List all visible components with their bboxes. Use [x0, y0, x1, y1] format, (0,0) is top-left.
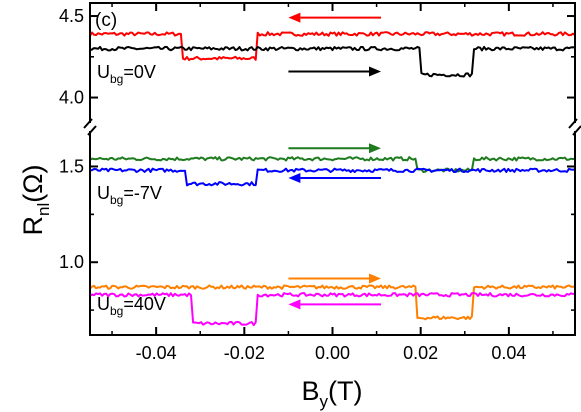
axis-break-slash-1-b: [572, 125, 581, 136]
series-line-1-0: [89, 156, 576, 173]
x-tick-label-2: 0.00: [315, 343, 350, 363]
axis-break-slash-0-a: [83, 118, 93, 129]
series-line-0-1: [89, 45, 576, 78]
sweep-arrowhead-2-0: [369, 273, 381, 284]
series-line-2-1: [89, 292, 576, 327]
series-line-0-0: [89, 31, 576, 61]
sweep-arrowhead-1-0: [369, 143, 381, 154]
series-line-1-1: [89, 167, 576, 187]
y-axis-label-unit: (Ω): [18, 165, 48, 203]
axis-layer: -0.04 -0.02 0.00 0.02 0.04 4.5 4.0 1.5 1.0: [59, 3, 581, 363]
y-tick-label-lower-1: 1.0: [59, 252, 84, 272]
group-label-sub: bg: [110, 193, 123, 207]
group-label-sub: bg: [110, 304, 123, 318]
sweep-arrowhead-2-1: [288, 299, 301, 310]
axis-break-gap-0: [86, 123, 94, 131]
series-line-2-0: [89, 284, 576, 321]
x-axis-label-main: B: [302, 376, 320, 406]
group-label-rest: =0V: [123, 62, 156, 82]
x-tick-label-3: 0.02: [403, 343, 438, 363]
sweep-arrowhead-1-1: [288, 172, 301, 183]
group-label-main: U: [97, 294, 110, 314]
x-axis-label-sub: y: [320, 392, 329, 411]
group-label-main: U: [97, 183, 110, 203]
y-axis-label-main: R: [18, 216, 48, 236]
x-tick-label-1: -0.02: [224, 343, 265, 363]
y-tick-label-upper-0: 4.5: [59, 6, 84, 26]
panel-label: (c): [95, 10, 117, 31]
axis-break-slash-0-b: [87, 125, 97, 136]
sweep-arrowhead-0-1: [369, 66, 381, 77]
x-axis-label-unit: (T): [328, 376, 362, 406]
group-label-rest: =-7V: [123, 183, 162, 203]
axis-break-slash-1-a: [568, 118, 578, 129]
y-axis-label: Rnl(Ω): [18, 165, 53, 236]
data-layer: [89, 12, 576, 327]
group-label-sub: bg: [110, 72, 123, 86]
y-tick-label-lower-0: 1.5: [59, 156, 84, 176]
group-label-0: Ubg=0V: [97, 62, 156, 86]
x-tick-label-0: -0.04: [136, 343, 177, 363]
axis-break-gap-1: [571, 123, 579, 131]
y-tick-label-upper-1: 4.0: [59, 88, 84, 108]
group-label-main: U: [97, 62, 110, 82]
group-label-rest: =40V: [123, 294, 166, 314]
x-tick-label-4: 0.04: [491, 343, 526, 363]
group-label-1: Ubg=-7V: [97, 183, 162, 207]
x-axis-label: By(T): [302, 376, 363, 411]
group-label-2: Ubg=40V: [97, 294, 166, 318]
sweep-arrowhead-0-0: [288, 12, 301, 23]
y-axis-label-sub: nl: [34, 203, 53, 216]
